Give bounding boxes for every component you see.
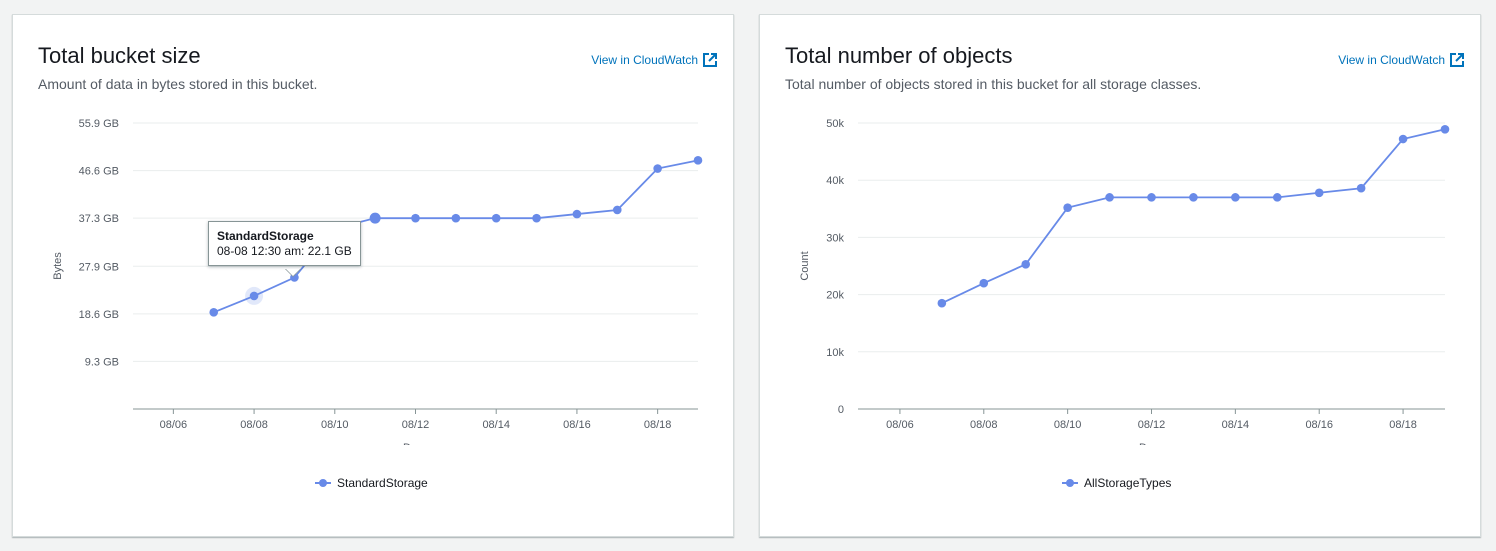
data-point [653, 164, 662, 173]
view-in-cloudwatch-link[interactable]: View in CloudWatch [591, 53, 717, 67]
y-tick-label: 0 [838, 404, 844, 416]
x-tick-label: 08/06 [160, 419, 188, 431]
x-tick-label: 08/18 [644, 419, 672, 431]
x-tick-label: 08/12 [1138, 419, 1166, 431]
series-line [941, 128, 1446, 304]
data-point [1398, 134, 1408, 144]
x-tick-label: 08/14 [1222, 419, 1250, 431]
data-point [1356, 183, 1366, 193]
data-point [572, 209, 582, 219]
data-point [491, 213, 501, 223]
data-point [209, 308, 219, 317]
legend-swatch [1062, 478, 1078, 488]
y-tick-label: 10k [826, 347, 844, 359]
data-point [369, 212, 381, 224]
y-tick-label: 9.3 GB [85, 356, 119, 368]
x-tick-label: 08/10 [1054, 419, 1082, 431]
object-count-panel: Total number of objects Total number of … [759, 14, 1481, 537]
y-tick-label: 50k [826, 118, 844, 130]
y-tick-label: 27.9 GB [79, 261, 119, 273]
y-tick-label: 37.3 GB [79, 213, 119, 225]
external-link-icon [703, 53, 717, 67]
x-tick-label: 08/16 [1305, 419, 1333, 431]
external-link-icon [1450, 53, 1464, 67]
y-tick-label: 40k [826, 175, 844, 187]
tooltip-title: StandardStorage [217, 229, 314, 243]
legend-label: StandardStorage [337, 476, 428, 490]
data-point [937, 298, 947, 308]
x-tick-label: 08/08 [970, 419, 998, 431]
data-point [693, 156, 703, 165]
chart-legend[interactable]: StandardStorage [315, 476, 428, 490]
legend-label: AllStorageTypes [1084, 476, 1172, 490]
x-axis-title: Days [1139, 442, 1165, 445]
data-point [411, 213, 420, 223]
chart-tooltip: StandardStorage 08-08 12:30 am: 22.1 GB [208, 221, 361, 266]
data-point [1063, 203, 1072, 212]
link-label: View in CloudWatch [591, 53, 698, 67]
panel-title: Total number of objects [785, 43, 1013, 68]
legend-swatch [315, 478, 331, 488]
data-point [249, 291, 259, 301]
y-tick-label: 30k [826, 232, 844, 244]
x-tick-label: 08/08 [240, 419, 268, 431]
panel-description: Total number of objects stored in this b… [785, 76, 1202, 92]
data-point [1147, 193, 1156, 202]
data-point [1231, 193, 1240, 202]
data-point [532, 213, 541, 223]
x-tick-label: 08/06 [886, 419, 914, 431]
tooltip-arrow-inner [286, 269, 300, 276]
x-tick-label: 08/16 [563, 419, 591, 431]
y-tick-label: 18.6 GB [79, 309, 119, 321]
data-point [979, 278, 989, 288]
data-point [612, 205, 622, 215]
y-tick-label: 20k [826, 290, 844, 302]
data-point [1440, 124, 1450, 134]
panel-title: Total bucket size [38, 43, 201, 68]
y-tick-label: 55.9 GB [79, 118, 119, 130]
bucket-size-chart[interactable]: 9.3 GB 18.6 GB 27.9 GB 37.3 GB 46.6 GB 55.9 G… [13, 15, 733, 445]
x-tick-label: 08/14 [482, 419, 510, 431]
y-axis-title: Count [799, 251, 811, 280]
x-axis-title: Days [403, 442, 429, 445]
data-point [1021, 259, 1031, 269]
link-label: View in CloudWatch [1338, 53, 1445, 67]
x-tick-label: 08/18 [1389, 419, 1417, 431]
x-tick-label: 08/10 [321, 419, 349, 431]
data-point [1105, 193, 1114, 202]
bucket-size-panel: Total bucket size Amount of data in byte… [12, 14, 734, 537]
tooltip-body: 08-08 12:30 am: 22.1 GB [217, 244, 352, 258]
y-tick-label: 46.6 GB [79, 166, 119, 178]
x-tick-label: 08/12 [402, 419, 430, 431]
data-point [1314, 188, 1324, 198]
panel-description: Amount of data in bytes stored in this b… [38, 76, 318, 92]
data-point [1189, 193, 1198, 202]
view-in-cloudwatch-link[interactable]: View in CloudWatch [1338, 53, 1464, 67]
y-axis-title: Bytes [52, 252, 64, 280]
data-point [1272, 193, 1282, 202]
chart-legend[interactable]: AllStorageTypes [1062, 476, 1171, 490]
object-count-chart[interactable]: 0 10k 20k 30k 40k 50k 08/06 08/08 08/10 08/12 08/1… [760, 15, 1480, 445]
data-point [451, 213, 461, 223]
